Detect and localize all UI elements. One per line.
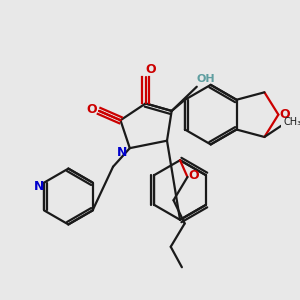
Text: O: O <box>145 64 156 76</box>
Text: O: O <box>189 169 199 182</box>
Text: OH: OH <box>197 74 215 84</box>
Text: N: N <box>117 146 128 159</box>
Text: O: O <box>86 103 97 116</box>
Text: O: O <box>280 108 290 121</box>
Text: N: N <box>33 180 44 193</box>
Text: CH₃: CH₃ <box>283 117 300 127</box>
